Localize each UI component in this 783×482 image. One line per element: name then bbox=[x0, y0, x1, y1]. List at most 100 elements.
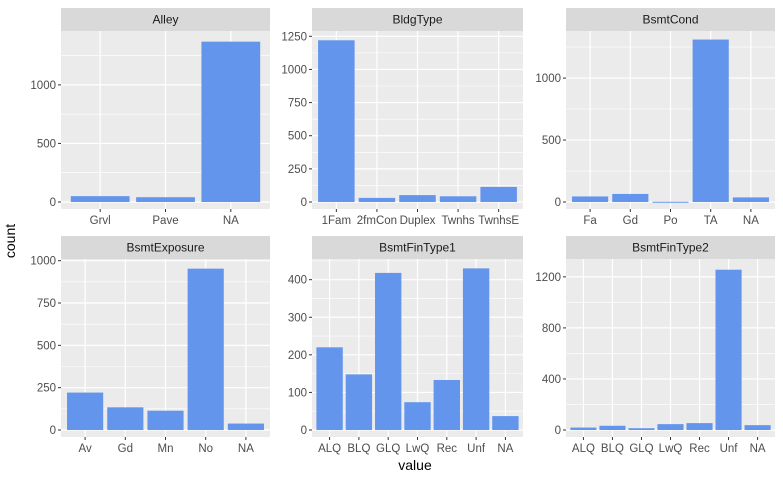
facet-strip bbox=[61, 236, 270, 259]
x-tick-label: Twnhs bbox=[441, 215, 474, 227]
x-tick-label: Rec bbox=[437, 443, 458, 455]
bar-LwQ bbox=[404, 402, 431, 430]
bar-Rec bbox=[433, 380, 460, 430]
bar-TA bbox=[692, 39, 729, 202]
y-tick-label: 0 bbox=[555, 425, 561, 437]
x-axis-title: value bbox=[398, 457, 432, 473]
y-tick-label: 0 bbox=[301, 425, 307, 437]
bar-ALQ bbox=[316, 347, 343, 430]
x-tick-label: ALQ bbox=[318, 443, 341, 455]
x-tick-label: Grvl bbox=[90, 215, 111, 227]
y-tick-label: 1000 bbox=[30, 256, 56, 268]
y-tick-label: 1000 bbox=[535, 73, 561, 85]
bar-Unf bbox=[715, 269, 742, 430]
y-tick-label: 250 bbox=[288, 164, 307, 176]
y-tick-label: 200 bbox=[288, 350, 307, 362]
x-tick-label: Gd bbox=[118, 443, 133, 455]
y-tick-label: 0 bbox=[301, 197, 307, 209]
x-tick-label: 1Fam bbox=[322, 215, 351, 227]
y-tick-label: 400 bbox=[288, 275, 307, 287]
facet-panel-0: Alley 0 500 1000 Grvl Pave NA bbox=[30, 8, 270, 227]
x-tick-label: BLQ bbox=[347, 443, 370, 455]
bar-Duplex bbox=[399, 195, 436, 202]
y-axis-title: count bbox=[2, 224, 18, 258]
bar-BLQ bbox=[345, 374, 373, 430]
facet-panel-4: BsmtFinType1 0 100 200 300 400 ALQ BLQ GLQ LwQ Rec… bbox=[288, 236, 523, 455]
y-tick-label: 0 bbox=[50, 197, 56, 209]
y-tick-label: 500 bbox=[37, 138, 56, 150]
facet-title: BsmtFinType2 bbox=[632, 241, 709, 255]
x-tick-label: NA bbox=[238, 443, 254, 455]
x-tick-label: Pave bbox=[152, 215, 178, 227]
bar-Gd bbox=[107, 407, 144, 430]
bar-No bbox=[187, 268, 224, 430]
x-tick-label: NA bbox=[750, 443, 766, 455]
bar-BLQ bbox=[599, 425, 626, 430]
x-tick-label: Gd bbox=[623, 215, 638, 227]
facet-title: BsmtFinType1 bbox=[379, 241, 456, 255]
x-tick-label: Unf bbox=[720, 443, 739, 455]
facet-title: Alley bbox=[152, 13, 178, 27]
y-tick-label: 100 bbox=[288, 387, 307, 399]
x-tick-label: Fa bbox=[583, 215, 597, 227]
bar-Po bbox=[652, 201, 689, 203]
bar-NA bbox=[744, 425, 771, 430]
y-tick-label: 300 bbox=[288, 312, 307, 324]
y-tick-label: 800 bbox=[542, 323, 561, 335]
x-tick-label: LwQ bbox=[659, 443, 683, 455]
bar-Rec bbox=[686, 423, 713, 430]
facet-panel-5: BsmtFinType2 0 400 800 1200 ALQ BLQ GLQ LwQ Rec Un… bbox=[535, 236, 775, 455]
y-tick-label: 400 bbox=[542, 374, 561, 386]
y-tick-label: 500 bbox=[288, 131, 307, 143]
facet-title: BsmtExposure bbox=[126, 241, 204, 255]
x-tick-label: Rec bbox=[689, 443, 710, 455]
facet-panel-2: BsmtCond 0 500 1000 Fa Gd Po TA NA bbox=[535, 8, 775, 227]
x-tick-label: NA bbox=[223, 215, 239, 227]
bar-NA bbox=[732, 197, 769, 202]
x-tick-label: LwQ bbox=[406, 443, 430, 455]
bar-TwnhsE bbox=[480, 186, 517, 202]
facet-strip bbox=[566, 236, 775, 259]
bar-2fmCon bbox=[358, 197, 396, 202]
x-tick-label: GLQ bbox=[376, 443, 400, 455]
bar-GLQ bbox=[628, 428, 655, 430]
y-tick-label: 1000 bbox=[30, 80, 56, 92]
facet-strip bbox=[61, 8, 270, 31]
y-tick-label: 1200 bbox=[535, 272, 561, 284]
y-tick-label: 500 bbox=[542, 135, 561, 147]
y-tick-label: 750 bbox=[37, 298, 56, 310]
facet-strip bbox=[312, 236, 523, 259]
x-tick-label: ALQ bbox=[572, 443, 595, 455]
bar-Unf bbox=[462, 268, 490, 430]
bar-Mn bbox=[147, 410, 184, 430]
y-tick-label: 250 bbox=[37, 383, 56, 395]
x-tick-label: Duplex bbox=[400, 215, 436, 227]
bar-Twnhs bbox=[439, 196, 477, 202]
x-tick-label: TA bbox=[704, 215, 718, 227]
bar-Grvl bbox=[70, 196, 130, 202]
bar-1Fam bbox=[318, 40, 355, 202]
facet-title: BsmtCond bbox=[642, 13, 698, 27]
x-tick-label: BLQ bbox=[601, 443, 624, 455]
x-tick-label: NA bbox=[743, 215, 759, 227]
x-tick-label: Av bbox=[79, 443, 92, 455]
y-tick-label: 1250 bbox=[281, 31, 307, 43]
x-tick-label: TwnhsE bbox=[478, 215, 519, 227]
bar-Av bbox=[67, 392, 104, 430]
x-tick-label: GLQ bbox=[629, 443, 653, 455]
facet-title: BldgType bbox=[392, 13, 442, 27]
x-tick-label: No bbox=[198, 443, 213, 455]
bar-LwQ bbox=[657, 424, 684, 430]
x-tick-label: NA bbox=[497, 443, 513, 455]
x-tick-label: Mn bbox=[158, 443, 174, 455]
bar-NA bbox=[201, 41, 261, 202]
x-tick-label: Unf bbox=[467, 443, 486, 455]
y-tick-label: 1000 bbox=[281, 64, 307, 76]
x-tick-label: 2fmCon bbox=[357, 215, 397, 227]
bar-Gd bbox=[612, 193, 649, 202]
bar-GLQ bbox=[375, 272, 402, 430]
bar-Fa bbox=[572, 196, 609, 202]
y-tick-label: 0 bbox=[555, 197, 561, 209]
x-tick-label: Po bbox=[663, 215, 677, 227]
